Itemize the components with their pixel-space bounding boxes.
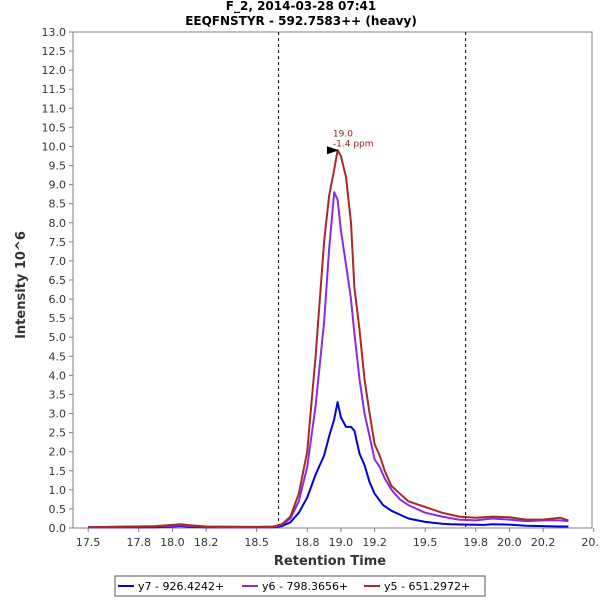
legend: y7 - 926.4242+ y6 - 798.3656+ y5 - 651.297… [114, 575, 486, 597]
series-lines [88, 149, 569, 529]
y-tick-label: 8.5 [49, 198, 67, 211]
y-tick-label: 6.5 [49, 274, 67, 287]
y-tick-label: 7.0 [49, 255, 67, 268]
y-tick-label: 12.0 [42, 64, 67, 77]
x-tick-label: 19.2 [362, 536, 387, 549]
x-tick-label: 17.8 [126, 536, 151, 549]
y-tick-label: 2.5 [49, 427, 67, 440]
y-tick-label: 8.0 [49, 217, 67, 230]
y-tick-label: 2.0 [49, 446, 67, 459]
peak-annotation: 19.0-1.4 ppm [326, 129, 374, 155]
y-tick-label: 0.5 [49, 503, 67, 516]
x-tick-label: 20.0 [497, 536, 522, 549]
legend-entry: y5 - 651.2972+ [384, 580, 470, 593]
legend-entry: y6 - 798.3656+ [262, 580, 348, 593]
x-tick-label: 17.5 [76, 536, 101, 549]
y-tick-label: 13.0 [42, 26, 67, 39]
y-tick-label: 4.0 [49, 369, 67, 382]
x-axis: 17.5 17.8 18.0 18.2 18.5 18.8 19.0 19.2 19.5 19.8… [76, 528, 600, 549]
y-tick-label: 7.5 [49, 236, 67, 249]
y-tick-label: 10.5 [42, 121, 67, 134]
y-tick-label: 3.5 [49, 388, 67, 401]
x-tick-label: 20.5 [581, 536, 600, 549]
y-tick-label: 11.0 [42, 102, 67, 115]
y-tick-label: 5.5 [49, 312, 67, 325]
y-tick-label: 1.5 [49, 465, 67, 478]
legend-box [114, 575, 486, 597]
x-tick-label: 18.8 [295, 536, 320, 549]
y-tick-label: 10.0 [42, 140, 67, 153]
chart-subtitle: EEQFNSTYR - 592.7583++ (heavy) [185, 14, 417, 28]
legend-entry: y7 - 926.4242+ [138, 580, 224, 593]
y-axis-title: Intensity 10^6 [14, 231, 29, 339]
y-tick-label: 5.0 [49, 331, 67, 344]
plot-area [72, 31, 593, 529]
y-tick-label: 9.5 [49, 160, 67, 173]
peak-retention-label: 19.0 [333, 129, 353, 139]
x-tick-label: 20.2 [531, 536, 556, 549]
peak-arrow-icon [326, 146, 339, 155]
chart-title: F_2, 2014-03-28 07:41 [226, 0, 376, 14]
peak-ppm-label: -1.4 ppm [333, 139, 374, 149]
y-tick-label: 6.0 [49, 293, 67, 306]
x-tick-label: 18.0 [160, 536, 185, 549]
y-tick-label: 4.5 [49, 350, 67, 363]
y-tick-label: 12.5 [42, 45, 67, 58]
x-tick-label: 19.8 [463, 536, 488, 549]
peak-boundaries [278, 32, 467, 528]
x-tick-label: 19.0 [329, 536, 354, 549]
x-tick-label: 18.2 [194, 536, 219, 549]
y-tick-label: 3.0 [49, 408, 67, 421]
y-tick-label: 11.5 [42, 83, 67, 96]
y-tick-label: 9.0 [49, 179, 67, 192]
y-tick-label: 1.0 [49, 484, 67, 497]
series-line [88, 149, 569, 529]
y-tick-label: 0.0 [49, 522, 67, 535]
y-axis: 0.0 0.5 1.0 1.5 2.0 2.5 3.0 3.5 4.0 4.5 5.0 5.5 6.0 6… [42, 26, 73, 535]
x-tick-label: 18.5 [244, 536, 269, 549]
x-tick-label: 19.5 [413, 536, 438, 549]
x-axis-title: Retention Time [274, 554, 386, 569]
